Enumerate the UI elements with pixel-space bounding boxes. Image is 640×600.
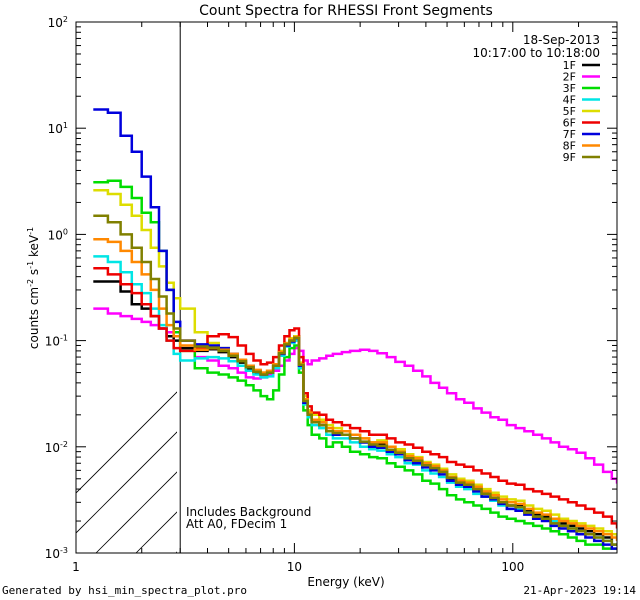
y-tick-label: 10-2 [45,440,68,455]
x-axis-tick-labels: 1 10 100 [72,560,524,574]
legend-label-3F: 3F [563,82,576,95]
legend-label-1F: 1F [563,59,576,72]
series-4F [93,255,617,546]
series-1F [93,280,617,546]
series-7F [93,108,617,550]
y-axis-label-exp3: -1 [26,227,35,235]
y-tick-label: 10-1 [45,334,68,349]
series-3F [93,179,617,550]
legend-label-7F: 7F [563,128,576,141]
y-axis-label-exp1: -2 [26,279,35,287]
annotation-background: Includes Background [186,505,311,519]
y-tick-label: 102 [48,15,68,30]
x-tick-label: 100 [501,560,524,574]
legend-label-2F: 2F [563,71,576,84]
hatch-line [536,22,640,553]
legend-label-8F: 8F [563,140,576,153]
series-layer [93,108,617,550]
series-6F [93,267,617,529]
y-axis-label-base: counts cm [27,287,41,349]
y-axis-label: counts cm-2 s-1 keV-1 [26,227,41,349]
hatch-line [616,22,640,553]
annotation-attenuator: Att A0, FDecim 1 [186,517,287,531]
plot-frame [75,21,618,554]
footer-timestamp: 21-Apr-2023 19:14 [523,584,636,597]
legend-label-5F: 5F [563,105,576,118]
y-tick-label: 10-3 [45,546,68,561]
x-tick-label: 1 [72,560,80,574]
legend-label-9F: 9F [563,151,576,164]
y-axis-label-mid: s [27,269,41,279]
series-8F [93,238,617,541]
y-axis-ticks [76,21,617,554]
y-axis-tick-labels: 102 101 100 10-1 10-2 10-3 [45,15,68,561]
excluded-energy-hatch [76,22,640,553]
series-5F [93,189,617,538]
hatch-line [76,431,177,534]
x-axis-label: Energy (keV) [307,575,384,589]
hatch-line [95,471,177,553]
y-tick-label: 101 [48,121,68,136]
hatch-line [216,22,640,553]
series-9F [93,214,617,546]
series-2F [93,307,617,484]
observation-date: 18-Sep-2013 [523,33,600,47]
footer-generated-by: Generated by hsi_min_spectra_plot.pro [2,584,248,597]
hatch-line [576,22,640,553]
observation-time-range: 10:17:00 to 10:18:00 [473,46,600,60]
y-axis-label-exp2: -1 [26,261,35,269]
x-axis-ticks [75,22,618,553]
legend-label-6F: 6F [563,117,576,130]
chart-title: Count Spectra for RHESSI Front Segments [199,3,493,19]
y-axis-label-end: keV [27,234,41,261]
legend-label-4F: 4F [563,94,576,107]
hatch-line [76,391,177,494]
y-tick-label: 100 [48,227,68,242]
hatch-line [296,22,640,553]
x-tick-label: 10 [287,560,302,574]
